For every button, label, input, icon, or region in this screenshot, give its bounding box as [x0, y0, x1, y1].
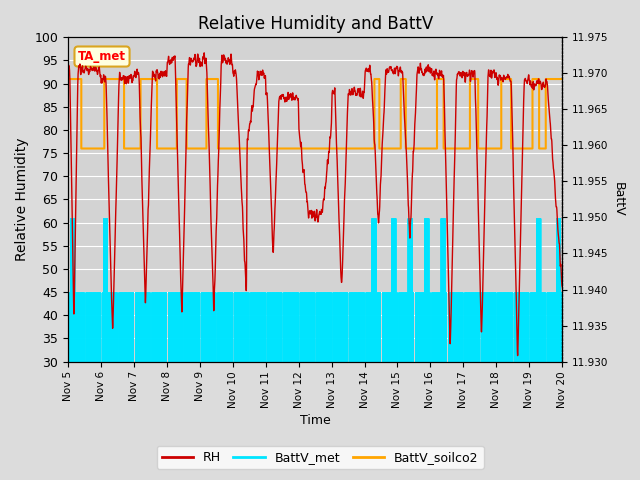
X-axis label: Time: Time	[300, 414, 330, 427]
Legend: RH, BattV_met, BattV_soilco2: RH, BattV_met, BattV_soilco2	[157, 446, 483, 469]
Y-axis label: BattV: BattV	[612, 182, 625, 217]
Title: Relative Humidity and BattV: Relative Humidity and BattV	[198, 15, 433, 33]
Text: TA_met: TA_met	[78, 50, 126, 63]
Y-axis label: Relative Humidity: Relative Humidity	[15, 138, 29, 261]
